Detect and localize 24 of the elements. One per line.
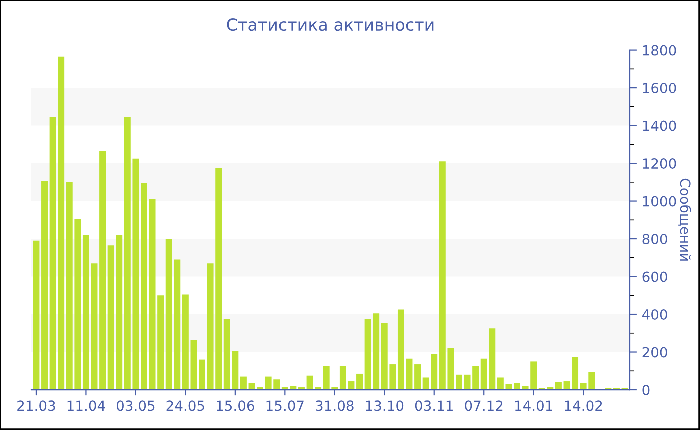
x-tick-label: 31.08 bbox=[316, 400, 354, 412]
chart-title: Статистика активности bbox=[227, 18, 434, 32]
y-tick-label: 1600 bbox=[643, 83, 676, 94]
x-tick-label: 07.12 bbox=[465, 400, 503, 412]
y-axis-title: Сообщений bbox=[678, 178, 692, 261]
y-tick-label: 0 bbox=[642, 384, 650, 396]
x-tick-label: 13.10 bbox=[366, 400, 404, 412]
y-tick-label: 200 bbox=[642, 347, 668, 358]
x-tick-label: 15.07 bbox=[266, 400, 304, 412]
y-tick-label: 1000 bbox=[643, 196, 676, 207]
x-tick-label: 21.03 bbox=[18, 400, 56, 412]
x-tick-label: 15.06 bbox=[217, 400, 254, 412]
x-tick-label: 14.01 bbox=[515, 400, 552, 412]
y-tick-label: 800 bbox=[642, 234, 668, 245]
y-tick-label: 1200 bbox=[643, 158, 676, 170]
x-tick-label: 03.05 bbox=[116, 400, 155, 412]
x-tick-label: 14.02 bbox=[565, 400, 602, 412]
y-tick-label: 600 bbox=[642, 272, 668, 282]
x-tick-label: 11.04 bbox=[68, 400, 106, 412]
x-tick-label: 03.11 bbox=[415, 400, 453, 412]
y-tick-label: 1400 bbox=[643, 120, 676, 132]
y-tick-label: 1800 bbox=[643, 45, 676, 56]
x-tick-label: 24.05 bbox=[166, 400, 204, 412]
y-tick-label: 400 bbox=[642, 309, 668, 320]
